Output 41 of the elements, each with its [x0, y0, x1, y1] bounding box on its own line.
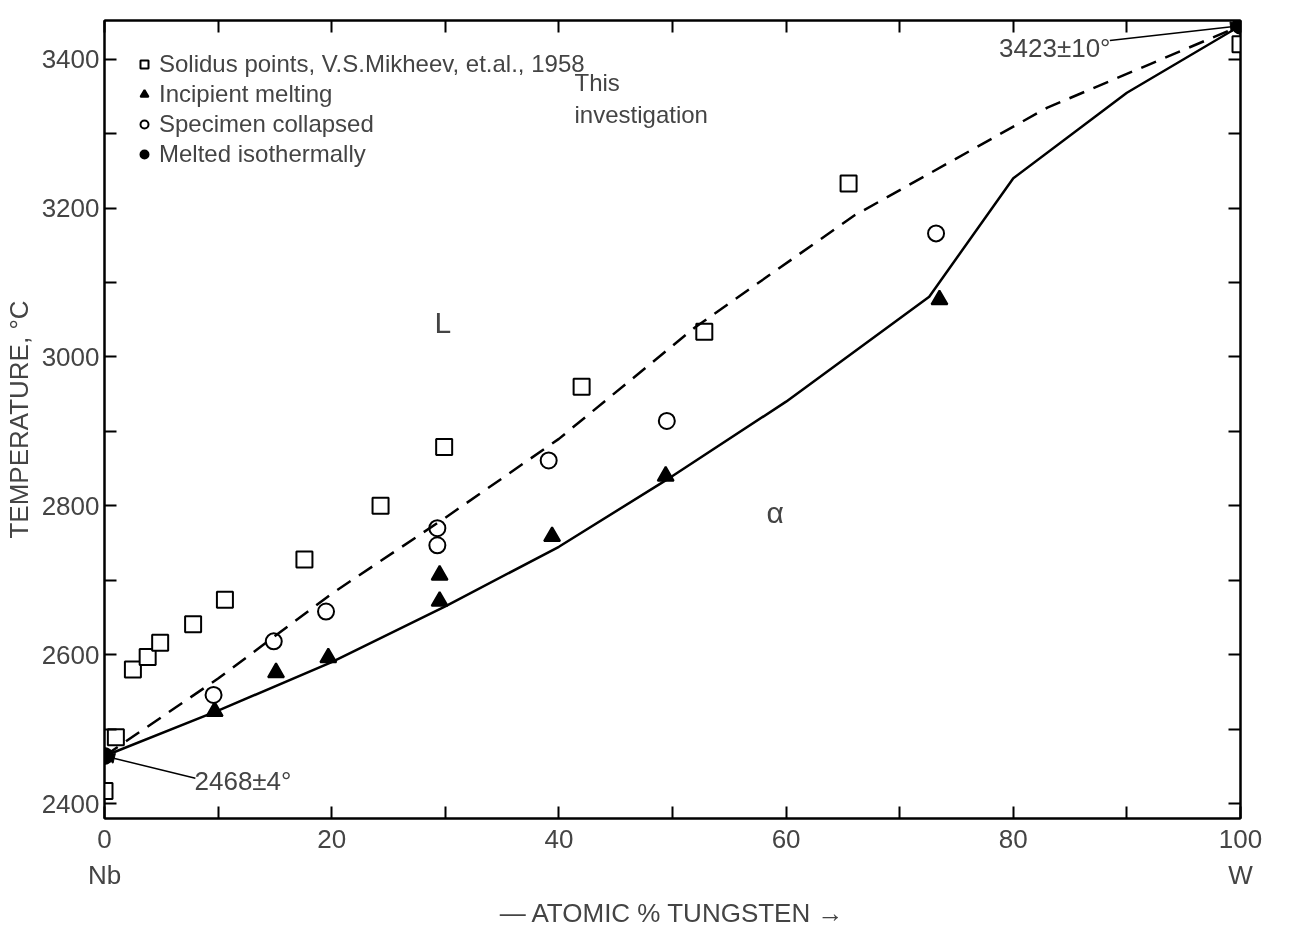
- point: [317, 602, 336, 621]
- point: [215, 590, 234, 609]
- point: [151, 633, 170, 652]
- legend-label: Incipient melting: [159, 80, 333, 108]
- point: [371, 496, 390, 515]
- point: [204, 685, 223, 704]
- point: [839, 174, 858, 193]
- point: [927, 224, 946, 243]
- x-tick-label: 40: [544, 823, 574, 854]
- annotation: L: [434, 305, 452, 339]
- legend-label: Specimen collapsed: [159, 110, 374, 138]
- point: [123, 660, 142, 679]
- annotation: α: [766, 495, 784, 529]
- point: [695, 322, 714, 341]
- point: [184, 615, 203, 634]
- y-tick-label: 3200: [41, 193, 100, 224]
- x-tick-label: 0 Nb: [87, 823, 122, 890]
- y-tick-label: 3400: [41, 44, 100, 75]
- y-tick-label: 3000: [41, 341, 100, 372]
- x-axis-title: — ATOMIC % TUNGSTEN →: [499, 897, 844, 928]
- point: [106, 728, 125, 747]
- y-tick-label: 2600: [41, 639, 100, 670]
- point: [657, 412, 676, 430]
- x-tick-label: 100 W: [1218, 823, 1263, 890]
- point: [264, 632, 283, 651]
- annotation: 3423±10°: [999, 32, 1111, 63]
- point: [435, 438, 454, 457]
- y-tick-label: 2400: [41, 788, 100, 819]
- x-tick-label: 80: [998, 823, 1028, 854]
- point: [267, 662, 286, 679]
- point: [428, 536, 447, 555]
- y-axis-title: TEMPERATURE, °C: [3, 300, 34, 539]
- x-tick-label: 20: [317, 823, 347, 854]
- point: [138, 647, 157, 666]
- point: [539, 451, 558, 470]
- y-tick-label: 2800: [41, 490, 100, 521]
- point: [572, 377, 591, 396]
- annotation: 2468±4°: [194, 765, 292, 796]
- legend-label: Melted isothermally: [159, 140, 366, 168]
- point: [295, 550, 314, 569]
- x-tick-label: 60: [771, 823, 801, 854]
